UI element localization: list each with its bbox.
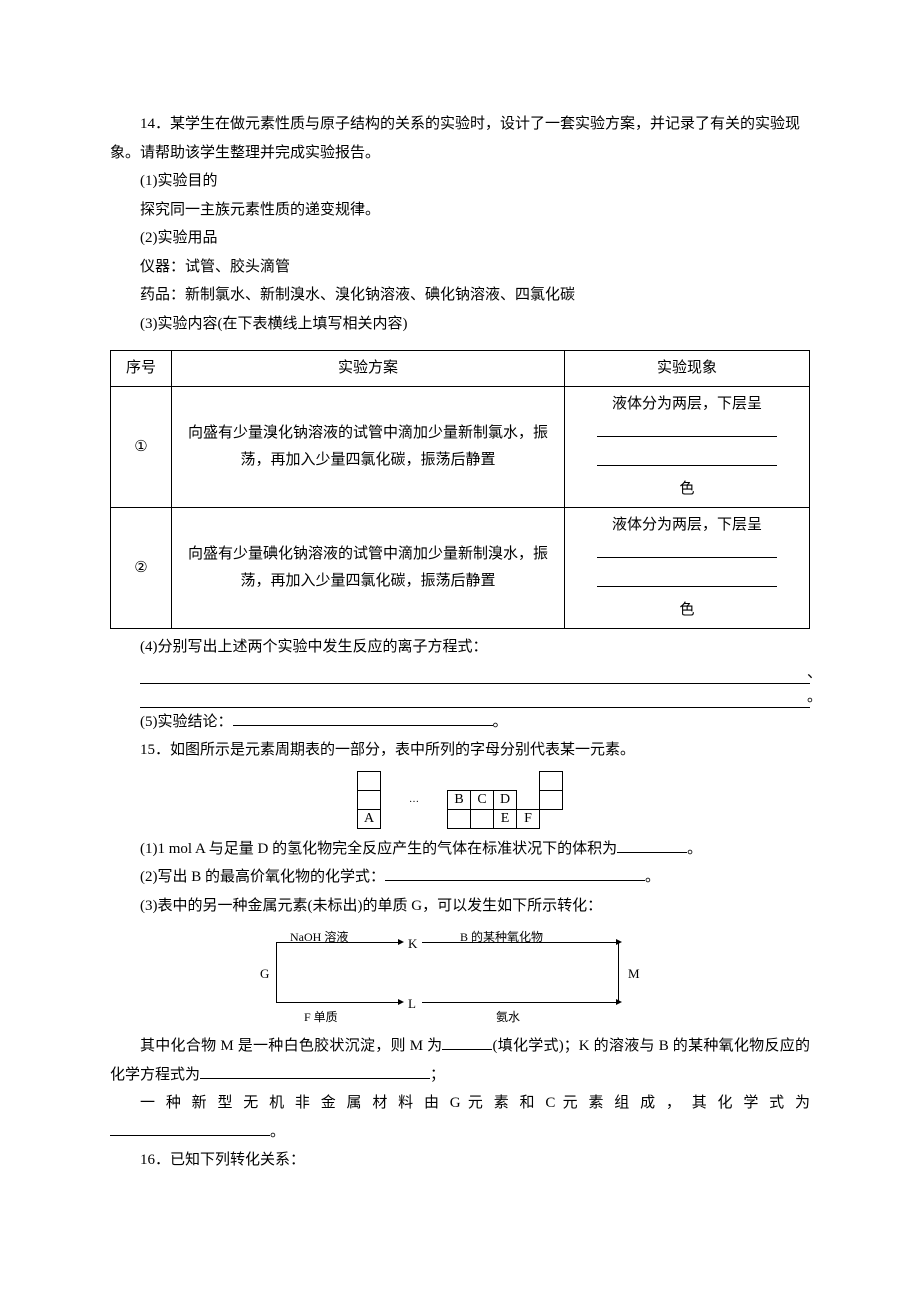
fill-blank[interactable] xyxy=(110,1120,270,1136)
node-M: M xyxy=(628,962,640,987)
q16-intro: 16．已知下列转化关系： xyxy=(110,1146,810,1175)
cell-seq: ② xyxy=(111,508,172,629)
q14-intro: 14．某学生在做元素性质与原子结构的关系的实验时，设计了一套实验方案，并记录了有… xyxy=(110,110,810,167)
fill-blank[interactable] xyxy=(442,1034,492,1050)
fill-blank[interactable] xyxy=(597,568,777,587)
fill-blank[interactable] xyxy=(200,1063,430,1079)
fill-blank[interactable] xyxy=(385,865,645,881)
arrow-icon xyxy=(422,1002,618,1003)
q15-p1-pre: (1)1 mol A 与足量 D 的氢化物完全反应产生的气体在标准状况下的体积为 xyxy=(140,841,617,857)
q15-p4: 其中化合物 M 是一种白色胶状沉淀，则 M 为(填化学式)；K 的溶液与 B 的… xyxy=(110,1032,810,1089)
punc: 。 xyxy=(645,869,660,885)
punc: 。 xyxy=(687,841,702,857)
table-header-row: 序号 实验方案 实验现象 xyxy=(111,351,810,387)
label-naoh: NaOH 溶液 xyxy=(290,926,348,949)
th-seq: 序号 xyxy=(111,351,172,387)
cell-seq: ① xyxy=(111,387,172,508)
q15-p2-pre: (2)写出 B 的最高价氧化物的化学式： xyxy=(140,869,385,885)
q14-s5: (5)实验结论： 。 xyxy=(110,708,810,737)
punc: 。 xyxy=(270,1124,285,1140)
fill-blank-long[interactable] xyxy=(140,662,810,684)
cell-C: C xyxy=(471,790,494,809)
node-K: K xyxy=(408,932,417,957)
q14-s2-drug: 药品：新制氯水、新制溴水、溴化钠溶液、碘化钠溶液、四氯化碳 xyxy=(110,281,810,310)
label-f: F 单质 xyxy=(304,1006,338,1029)
fill-blank[interactable] xyxy=(617,837,687,853)
cell-dots: … xyxy=(403,790,425,809)
q15-p1: (1)1 mol A 与足量 D 的氢化物完全反应产生的气体在标准状况下的体积为… xyxy=(110,835,810,864)
q14-s2-inst: 仪器：试管、胶头滴管 xyxy=(110,253,810,282)
cell-phen: 液体分为两层，下层呈 色 xyxy=(565,387,810,508)
q15-p5-blank-line: 。 xyxy=(110,1118,810,1147)
q15-p3: (3)表中的另一种金属元素(未标出)的单质 G，可以发生如下所示转化： xyxy=(110,892,810,921)
table-row: ② 向盛有少量碘化钠溶液的试管中滴加少量新制溴水，振荡，再加入少量四氯化碳，振荡… xyxy=(111,508,810,629)
fill-blank[interactable] xyxy=(233,710,493,726)
th-phen: 实验现象 xyxy=(565,351,810,387)
q14-s5-title: (5)实验结论： xyxy=(140,714,233,730)
phen-suf: 色 xyxy=(679,481,694,497)
periodic-table-fragment: … B C D A E F xyxy=(110,771,810,829)
punc: 。 xyxy=(807,683,822,712)
cell-phen: 液体分为两层，下层呈 色 xyxy=(565,508,810,629)
fill-blank[interactable] xyxy=(597,447,777,466)
q15-p4-pre: 其中化合物 M 是一种白色胶状沉淀，则 M 为 xyxy=(140,1038,442,1054)
cell-F: F xyxy=(517,809,540,828)
line xyxy=(618,942,619,1002)
q14-s4-title: (4)分别写出上述两个实验中发生反应的离子方程式： xyxy=(110,633,810,662)
cell-D: D xyxy=(494,790,517,809)
label-ammonia: 氨水 xyxy=(496,1006,520,1029)
q15-p2: (2)写出 B 的最高价氧化物的化学式： 。 xyxy=(110,863,810,892)
cell-A: A xyxy=(358,809,381,828)
fill-blank-long[interactable] xyxy=(140,686,810,708)
q14-s2-title: (2)实验用品 xyxy=(110,224,810,253)
q15-intro: 15．如图所示是元素周期表的一部分，表中所列的字母分别代表某一元素。 xyxy=(110,736,810,765)
q14-s3-title: (3)实验内容(在下表横线上填写相关内容) xyxy=(110,310,810,339)
arrow-icon xyxy=(276,1002,400,1003)
node-G: G xyxy=(260,962,269,987)
cell-B: B xyxy=(448,790,471,809)
reaction-flow: G K L M NaOH 溶液 F 单质 B 的某种氧化物 氨水 xyxy=(110,930,810,1022)
cell-plan: 向盛有少量碘化钠溶液的试管中滴加少量新制溴水，振荡，再加入少量四氯化碳，振荡后静… xyxy=(172,508,565,629)
q14-s1-title: (1)实验目的 xyxy=(110,167,810,196)
q15-p5: 一 种 新 型 无 机 非 金 属 材 料 由 G 元 素 和 C 元 素 组 … xyxy=(110,1089,810,1118)
phen-pre: 液体分为两层，下层呈 xyxy=(612,517,762,533)
experiment-table: 序号 实验方案 实验现象 ① 向盛有少量溴化钠溶液的试管中滴加少量新制氯水，振荡… xyxy=(110,350,810,629)
node-L: L xyxy=(408,992,416,1017)
th-plan: 实验方案 xyxy=(172,351,565,387)
line xyxy=(276,942,277,1002)
phen-pre: 液体分为两层，下层呈 xyxy=(612,396,762,412)
punc: ； xyxy=(430,1067,445,1083)
q14-s1-body: 探究同一主族元素性质的递变规律。 xyxy=(110,196,810,225)
fill-blank[interactable] xyxy=(597,418,777,437)
cell-plan: 向盛有少量溴化钠溶液的试管中滴加少量新制氯水，振荡，再加入少量四氯化碳，振荡后静… xyxy=(172,387,565,508)
label-b-oxide: B 的某种氧化物 xyxy=(460,926,543,949)
table-row: ① 向盛有少量溴化钠溶液的试管中滴加少量新制氯水，振荡，再加入少量四氯化碳，振荡… xyxy=(111,387,810,508)
fill-blank[interactable] xyxy=(597,539,777,558)
q15-p5-pre: 一 种 新 型 无 机 非 金 属 材 料 由 G 元 素 和 C 元 素 组 … xyxy=(140,1095,810,1111)
phen-suf: 色 xyxy=(679,602,694,618)
punc: 。 xyxy=(493,714,508,730)
cell-E: E xyxy=(494,809,517,828)
